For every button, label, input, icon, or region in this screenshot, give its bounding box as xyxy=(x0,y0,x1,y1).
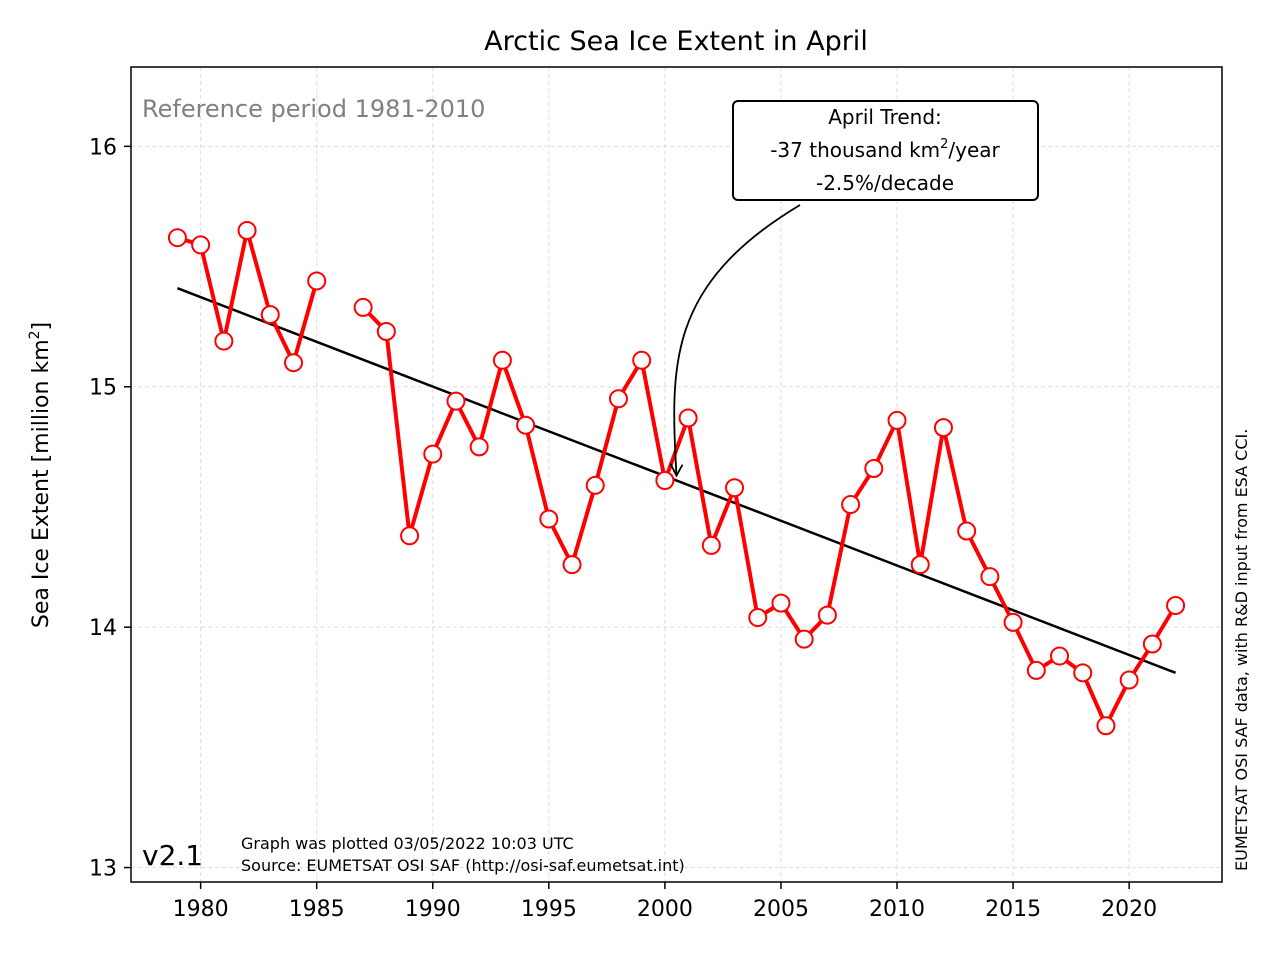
x-tick-label-2005: 2005 xyxy=(753,897,809,922)
y-axis-label-end: ] xyxy=(29,322,54,331)
data-point-1983 xyxy=(260,305,280,325)
data-point-1982 xyxy=(237,220,257,240)
data-point-2022 xyxy=(1166,596,1186,616)
x-tick-label-1980: 1980 xyxy=(173,897,229,922)
data-point-1985 xyxy=(307,271,327,291)
side-credit: EUMETSAT OSI SAF data, with R&D input fr… xyxy=(1232,429,1251,871)
data-point-1979 xyxy=(167,228,187,248)
trend-annotation: April Trend: -37 thousand km2/year -2.5%… xyxy=(669,100,1039,478)
data-point-2018 xyxy=(1073,663,1093,683)
data-point-2005 xyxy=(771,593,791,613)
data-point-1984 xyxy=(283,353,303,373)
data-point-1997 xyxy=(585,475,605,495)
annotation-line2: -37 thousand km2/year xyxy=(770,137,1000,162)
data-point-1993 xyxy=(492,350,512,370)
data-point-2016 xyxy=(1026,660,1046,680)
data-point-1998 xyxy=(608,389,628,409)
data-point-1980 xyxy=(191,235,211,255)
data-point-1981 xyxy=(214,331,234,351)
data-point-2011 xyxy=(910,555,930,575)
data-point-2020 xyxy=(1119,670,1139,690)
annotation-arrow xyxy=(673,204,801,476)
reference-period-text: Reference period 1981-2010 xyxy=(142,95,485,123)
data-point-1991 xyxy=(446,391,466,411)
data-point-1995 xyxy=(539,509,559,529)
y-axis: 13 14 15 16 xyxy=(89,135,131,882)
data-point-2003 xyxy=(725,478,745,498)
data-point-2007 xyxy=(817,605,837,625)
y-tick-label-15: 15 xyxy=(89,376,117,401)
trend-line xyxy=(176,287,1177,675)
data-point-2006 xyxy=(794,629,814,649)
annotation-arrowhead xyxy=(669,463,684,478)
footer-plotted-date: Graph was plotted 03/05/2022 10:03 UTC xyxy=(241,834,574,853)
data-point-1990 xyxy=(423,444,443,464)
y-axis-label-main: Sea Ice Extent [million km xyxy=(29,339,54,628)
y-tick-label-13: 13 xyxy=(89,857,117,882)
x-tick-label-2020: 2020 xyxy=(1101,897,1157,922)
chart-title: Arctic Sea Ice Extent in April xyxy=(484,26,868,57)
data-point-1987 xyxy=(353,297,373,317)
x-tick-label-1985: 1985 xyxy=(289,897,345,922)
data-point-2010 xyxy=(887,410,907,430)
data-point-1999 xyxy=(632,350,652,370)
data-point-2008 xyxy=(841,495,861,515)
x-tick-label-2000: 2000 xyxy=(637,897,693,922)
data-point-2015 xyxy=(1003,612,1023,632)
x-axis: 1980 1985 1990 1995 2000 2005 2010 2015 2020 xyxy=(173,882,1157,922)
annotation-line1: April Trend: xyxy=(828,105,942,129)
data-point-2017 xyxy=(1050,646,1070,666)
data-point-2012 xyxy=(933,418,953,438)
annotation-line2-main: -37 thousand km xyxy=(770,138,940,162)
x-tick-label-1995: 1995 xyxy=(521,897,577,922)
data-point-1994 xyxy=(516,415,536,435)
data-point-1992 xyxy=(469,437,489,457)
data-point-2002 xyxy=(701,535,721,555)
data-point-2000 xyxy=(655,471,675,491)
y-axis-label: Sea Ice Extent [million km2] xyxy=(27,322,54,628)
annotation-line3: -2.5%/decade xyxy=(816,171,954,195)
data-point-1996 xyxy=(562,555,582,575)
y-tick-label-16: 16 xyxy=(89,135,117,160)
data-point-2001 xyxy=(678,408,698,428)
annotation-line2-end: /year xyxy=(948,138,1000,162)
plot-frame xyxy=(130,66,1223,883)
annotation-box xyxy=(732,100,1039,201)
data-point-2021 xyxy=(1142,634,1162,654)
data-point-2009 xyxy=(864,458,884,478)
data-point-2014 xyxy=(980,567,1000,587)
y-tick-label-14: 14 xyxy=(89,616,117,641)
series-april-extent xyxy=(167,220,1186,736)
x-tick-label-2015: 2015 xyxy=(985,897,1041,922)
data-point-1989 xyxy=(400,526,420,546)
footer-source: Source: EUMETSAT OSI SAF (http://osi-saf… xyxy=(241,856,685,875)
version-label: v2.1 xyxy=(142,839,203,872)
data-point-2004 xyxy=(748,608,768,628)
data-point-1988 xyxy=(376,321,396,341)
y-axis-label-sup: 2 xyxy=(27,330,43,339)
data-point-2019 xyxy=(1096,716,1116,736)
x-tick-label-1990: 1990 xyxy=(405,897,461,922)
data-point-2013 xyxy=(957,521,977,541)
x-tick-label-2010: 2010 xyxy=(869,897,925,922)
annotation-line2-sup: 2 xyxy=(940,137,948,152)
